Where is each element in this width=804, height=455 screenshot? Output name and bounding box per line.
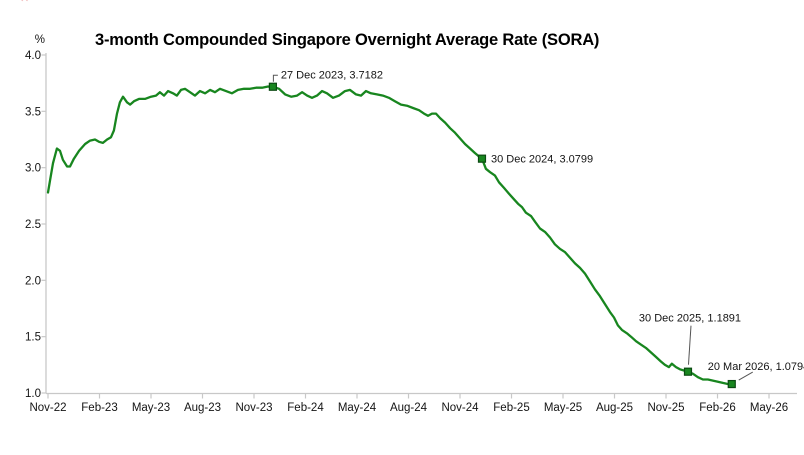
y-axis-unit-label: % [35, 34, 45, 46]
annotation-label: 27 Dec 2023, 3.7182 [281, 70, 383, 82]
red-x-mark: ✕ [20, 0, 29, 5]
x-tick-label: Feb-25 [493, 402, 529, 414]
y-tick-label: 2.0 [25, 275, 41, 287]
y-tick-label: 4.0 [25, 50, 41, 62]
annotation-label: 30 Dec 2024, 3.0799 [491, 154, 593, 166]
annotation-label: 20 Mar 2026, 1.0794 [708, 361, 804, 373]
x-tick-label: Feb-26 [699, 402, 735, 414]
y-tick-label: 3.0 [25, 163, 41, 175]
y-tick-label: 1.0 [25, 388, 41, 400]
x-tick-label: Aug-24 [390, 402, 428, 414]
annotation-label: 30 Dec 2025, 1.1891 [639, 313, 741, 325]
chart-title: 3-month Compounded Singapore Overnight A… [95, 31, 600, 49]
y-tick-label: 3.5 [25, 106, 41, 118]
x-tick-label: Aug-23 [184, 402, 221, 414]
data-point-marker [727, 379, 736, 389]
y-tick-label: 1.5 [25, 332, 41, 344]
x-tick-label: May-26 [750, 402, 788, 414]
x-tick-label: May-23 [132, 402, 170, 414]
annotation-leader-line [272, 74, 278, 82]
x-tick-label: May-25 [544, 402, 582, 414]
x-tick-label: Nov-25 [647, 402, 684, 414]
x-tick-label: Nov-22 [29, 402, 66, 414]
x-tick-label: Nov-24 [441, 402, 479, 414]
data-point-marker [683, 367, 693, 376]
data-point-marker [268, 82, 277, 91]
x-tick-label: May-24 [338, 402, 377, 414]
x-tick-label: Feb-23 [81, 402, 117, 414]
x-tick-label: Feb-24 [287, 402, 324, 414]
annotation-leader-line [738, 371, 754, 381]
data-point-marker [477, 154, 487, 163]
annotation-leader-line [687, 325, 692, 365]
x-tick-label: Aug-25 [596, 402, 633, 414]
x-tick-label: Nov-23 [235, 402, 272, 414]
y-tick-label: 2.5 [25, 219, 41, 231]
sora-line [46, 85, 733, 386]
